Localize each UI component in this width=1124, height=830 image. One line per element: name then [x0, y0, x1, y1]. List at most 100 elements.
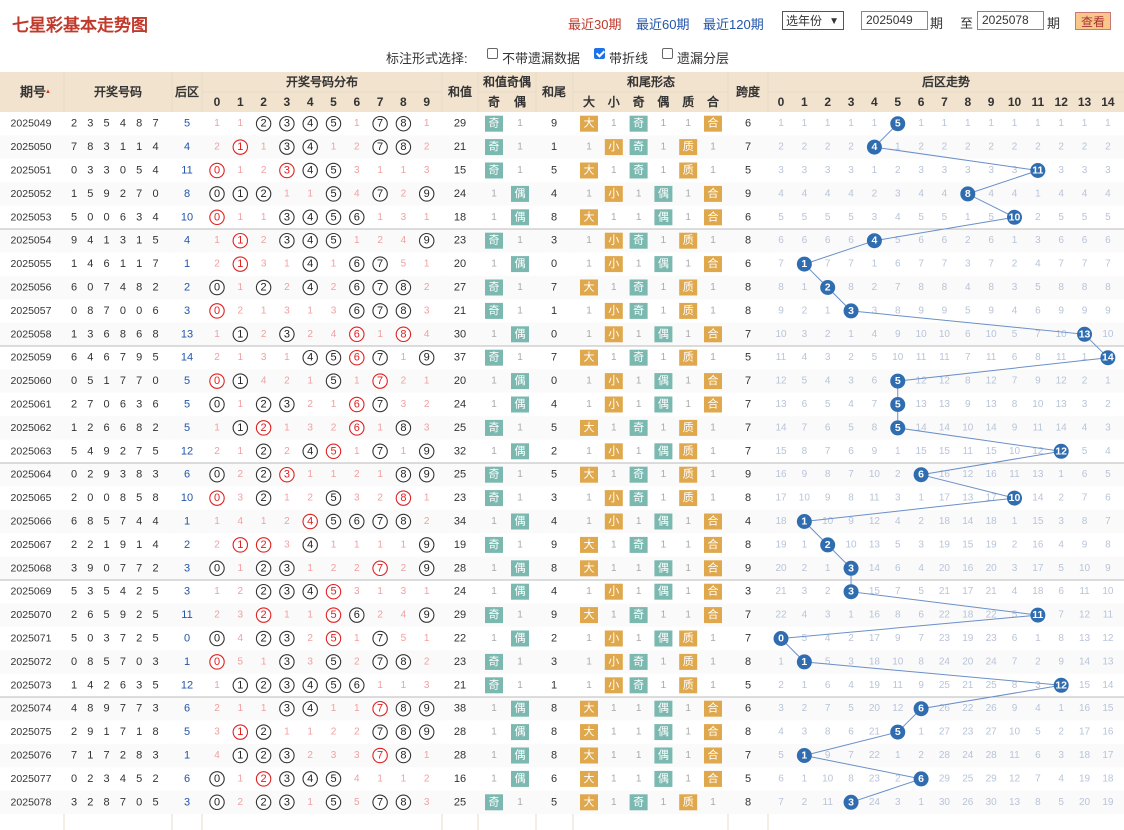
year-select[interactable]: 选年份 ▼	[782, 11, 844, 30]
recent-30-link[interactable]: 最近30期	[568, 17, 622, 32]
dist-omission: 1	[401, 680, 407, 691]
back-omission: 5	[918, 212, 924, 223]
number-digit: 9	[120, 609, 126, 621]
tail-form-omission: 1	[685, 610, 691, 621]
dist-omission: 1	[331, 469, 337, 480]
recent-60-link[interactable]: 最近60期	[636, 17, 690, 32]
dist-ball: 5	[330, 235, 336, 247]
back-omission: 25	[939, 680, 951, 691]
no-omission-checkbox[interactable]	[487, 48, 498, 59]
back-omission: 13	[1056, 399, 1068, 410]
dist-ball-circle	[209, 654, 225, 670]
dist-omission: 2	[401, 563, 407, 574]
tail-form-omission: 1	[661, 610, 667, 621]
dist-ball-circle	[255, 537, 272, 553]
sum-oe-mark	[485, 349, 503, 366]
back-omission: 1	[778, 118, 784, 129]
back-omission: 5	[1058, 563, 1064, 574]
polyline-label: 带折线	[609, 51, 649, 66]
tail-form-omission: 1	[586, 680, 592, 691]
dist-ball: 6	[354, 609, 360, 621]
number-digit: 0	[136, 796, 142, 808]
number-digit: 7	[71, 141, 77, 153]
back-omission: 1	[825, 118, 831, 129]
dist-omission: 2	[214, 610, 220, 621]
number-digit: 4	[152, 141, 158, 153]
number-digit: 8	[120, 492, 126, 504]
row-bg	[0, 790, 1124, 814]
dist-ball-circle	[302, 162, 318, 179]
back-omission: 2	[895, 165, 901, 176]
tail-form-mark	[580, 466, 598, 483]
number-digit: 0	[120, 305, 126, 317]
dist-ball-circle	[372, 279, 388, 296]
dist-omission: 3	[424, 680, 430, 691]
back-omission: 10	[962, 422, 974, 433]
number-digit: 3	[120, 469, 126, 481]
dist-omission: 1	[401, 352, 407, 363]
back-omission: 2	[848, 633, 854, 644]
tail-form-mark	[654, 513, 673, 530]
back-omission: 2	[988, 142, 994, 153]
tail-form-omission: 1	[636, 399, 642, 410]
tail-form-omission: 1	[636, 703, 642, 714]
number-digit: 7	[136, 703, 142, 715]
dist-ball-circle	[209, 630, 225, 647]
back-omission: 10	[822, 773, 834, 784]
back-cell: 3	[184, 305, 190, 317]
dist-omission: 3	[354, 586, 360, 597]
back-omission: 15	[1102, 703, 1114, 714]
tail-form-text: 小	[608, 374, 619, 387]
back-omission: 13	[775, 399, 787, 410]
sum-cell: 20	[454, 258, 466, 270]
dist-ball: 1	[237, 328, 243, 340]
dist-omission: 1	[354, 703, 360, 714]
number-digit: 5	[152, 586, 158, 598]
dist-ball: 9	[424, 703, 430, 715]
dist-omission: 3	[354, 493, 360, 504]
back-trend-ball-circle	[913, 701, 929, 717]
back-omission: 4	[1012, 305, 1018, 316]
sum-oe-omission: 1	[517, 235, 523, 246]
back-omission: 26	[986, 703, 998, 714]
dist-ball: 7	[377, 282, 383, 294]
issue-cell: 2025055	[11, 258, 52, 270]
tail-form-mark	[629, 139, 648, 156]
tail-form-omission: 1	[636, 516, 642, 527]
recent-120-link[interactable]: 最近120期	[703, 17, 764, 32]
query-button[interactable]: 查看	[1075, 12, 1111, 30]
tail-form-mark	[629, 349, 648, 366]
back-omission: 4	[965, 282, 971, 293]
sum-oe-mark	[511, 583, 529, 600]
back-omission: 7	[1058, 259, 1064, 270]
tail-form-mark	[629, 794, 648, 811]
back-omission: 3	[1035, 680, 1041, 691]
row-bg	[0, 229, 1124, 253]
polyline-checkbox[interactable]	[594, 48, 605, 59]
tail-form-mark	[704, 583, 722, 600]
omission-layer-checkbox[interactable]	[662, 48, 673, 59]
back-trend-ball: 11	[1032, 609, 1043, 621]
back-omission: 2	[1082, 142, 1088, 153]
issue-cell: 2025066	[11, 516, 52, 528]
back-omission: 29	[939, 773, 951, 784]
to-issue-input[interactable]: 2025078	[977, 11, 1044, 30]
tail-form-mark	[654, 326, 673, 343]
dist-ball: 8	[400, 492, 406, 504]
back-trend-ball-circle	[1053, 443, 1069, 459]
dist-ball-circle	[372, 654, 388, 670]
back-trend-col-8: 8	[964, 95, 971, 109]
back-omission: 5	[802, 212, 808, 223]
sum-oe-omission: 1	[491, 399, 497, 410]
from-issue-input[interactable]: 2025049	[861, 11, 928, 30]
dist-ball: 5	[330, 516, 336, 528]
back-trend-ball: 10	[1009, 211, 1021, 223]
dist-omission: 2	[424, 773, 430, 784]
tail-form-mark	[654, 373, 673, 390]
row-bg	[0, 416, 1124, 440]
number-digit: 0	[87, 492, 93, 504]
tail-form-omission: 1	[586, 586, 592, 597]
sum-oe-text: 奇	[489, 164, 500, 177]
tail-form-text: 大	[584, 607, 595, 621]
